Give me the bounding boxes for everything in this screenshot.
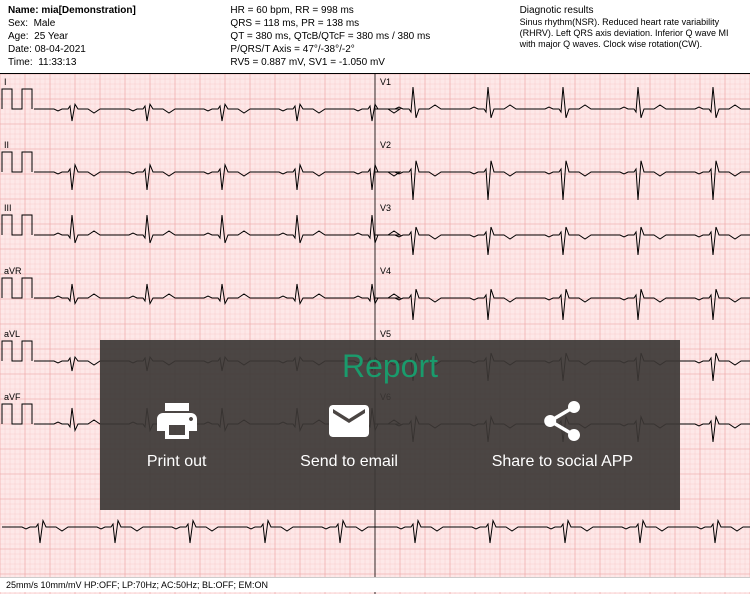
email-label: Send to email [300,453,398,471]
lead-label-V4: V4 [380,266,391,276]
lead-label-V3: V3 [380,203,391,213]
lead-label-I: I [4,77,7,87]
patient-header: Name: mia[Demonstration] Sex: Male Age: … [0,0,750,74]
sex-value: Male [34,18,56,29]
lead-label-V1: V1 [380,77,391,87]
email-icon [325,397,373,445]
time-label: Time: [8,56,33,69]
time-value: 11:33:13 [38,57,76,68]
diagnostic-title: Diagnotic results [520,4,742,17]
lead-label-V5: V5 [380,329,391,339]
share-icon [538,397,586,445]
sex-label: Sex: [8,17,28,30]
print-button[interactable]: Print out [147,397,207,471]
meas-rv5: RV5 = 0.887 mV, SV1 = -1.050 mV [230,56,519,69]
lead-label-III: III [4,203,12,213]
lead-label-II: II [4,140,9,150]
overlay-title: Report [342,348,438,385]
report-overlay: Report Print out Send to email Share to … [100,340,680,510]
patient-info-col: Name: mia[Demonstration] Sex: Male Age: … [8,4,230,69]
ecg-traces [0,74,750,594]
email-button[interactable]: Send to email [300,397,398,471]
date-value: 08-04-2021 [35,44,86,55]
meas-axis: P/QRS/T Axis = 47°/-38°/-2° [230,43,519,56]
print-label: Print out [147,453,207,471]
measurements-col: HR = 60 bpm, RR = 998 ms QRS = 118 ms, P… [230,4,519,69]
share-label: Share to social APP [492,453,633,471]
lead-label-aVR: aVR [4,266,22,276]
meas-hr: HR = 60 bpm, RR = 998 ms [230,4,519,17]
age-label: Age: [8,30,29,43]
diagnostic-text: Sinus rhythm(NSR). Reduced heart rate va… [520,17,742,49]
overlay-actions: Print out Send to email Share to social … [100,397,680,471]
meas-qrs: QRS = 118 ms, PR = 138 ms [230,17,519,30]
age-value: 25 Year [34,31,68,42]
footer-settings: 25mm/s 10mm/mV HP:OFF; LP:70Hz; AC:50Hz;… [0,577,750,592]
name-label: Name: [8,4,39,17]
lead-label-aVL: aVL [4,329,20,339]
ecg-area: IIIIIIaVRaVLaVFV1V2V3V4V5V6 [0,74,750,594]
share-button[interactable]: Share to social APP [492,397,633,471]
lead-label-aVF: aVF [4,392,21,402]
name-value: mia[Demonstration] [41,5,135,16]
diagnostic-col: Diagnotic results Sinus rhythm(NSR). Red… [520,4,742,69]
date-label: Date: [8,43,32,56]
meas-qt: QT = 380 ms, QTcB/QTcF = 380 ms / 380 ms [230,30,519,43]
printer-icon [153,397,201,445]
lead-label-V2: V2 [380,140,391,150]
